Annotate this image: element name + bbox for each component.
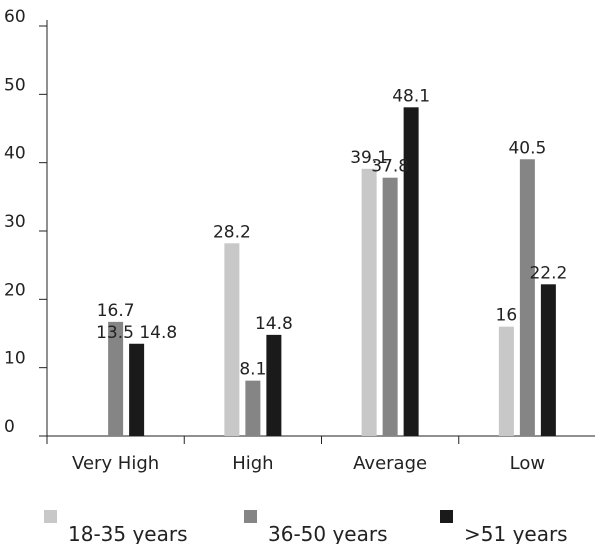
legend-swatch (440, 510, 453, 523)
y-tick-label: 40 (4, 144, 26, 164)
bar (245, 380, 261, 436)
y-axis-ticks: 0 10 20 30 40 50 60 (4, 7, 47, 437)
bar (108, 321, 124, 436)
data-label: 37.8 (371, 157, 409, 177)
y-tick-label: 20 (4, 280, 26, 300)
bar (519, 159, 535, 436)
x-category-label: Average (353, 453, 427, 474)
legend-label: >51 years (464, 522, 568, 544)
data-label: 28.2 (213, 222, 251, 242)
legend-label: 18-35 years (68, 522, 188, 544)
bar (382, 177, 398, 436)
y-tick-label: 60 (4, 7, 26, 27)
legend-swatch (244, 510, 257, 523)
bar (498, 326, 514, 436)
x-axis-ticks: Very High High Average Low (46, 436, 545, 474)
data-label: 13.5 14.8 (96, 323, 177, 343)
data-label: 8.1 (239, 360, 266, 380)
y-tick-label: 10 (4, 349, 26, 369)
y-tick-label: 0 (4, 417, 15, 437)
bars (108, 107, 556, 437)
x-category-label: High (232, 453, 273, 474)
y-tick-label: 50 (4, 75, 26, 95)
y-tick-label: 30 (4, 212, 26, 232)
data-label: 16.7 (97, 301, 135, 321)
bar (129, 343, 145, 436)
data-label: 39.1 (350, 148, 388, 168)
bar (361, 168, 377, 437)
legend-label: 36-50 years (268, 522, 388, 544)
legend: 18-35 years 36-50 years >51 years (44, 510, 568, 544)
legend-swatch (44, 510, 57, 523)
x-category-label: Low (510, 453, 545, 474)
bar (224, 243, 240, 436)
data-label: 40.5 (508, 138, 546, 158)
data-label: 16 (496, 306, 518, 326)
data-label: 48.1 (392, 86, 430, 106)
data-label: 22.2 (529, 263, 567, 283)
x-category-label: Very High (72, 453, 159, 474)
bar (540, 284, 556, 436)
data-label: 14.8 (255, 314, 293, 334)
data-labels: 28.2 39.1 16 16.7 8.1 37.8 40.5 13.5 14.8 14.8 48… (96, 86, 567, 379)
bar (266, 334, 282, 436)
bar (403, 107, 419, 437)
